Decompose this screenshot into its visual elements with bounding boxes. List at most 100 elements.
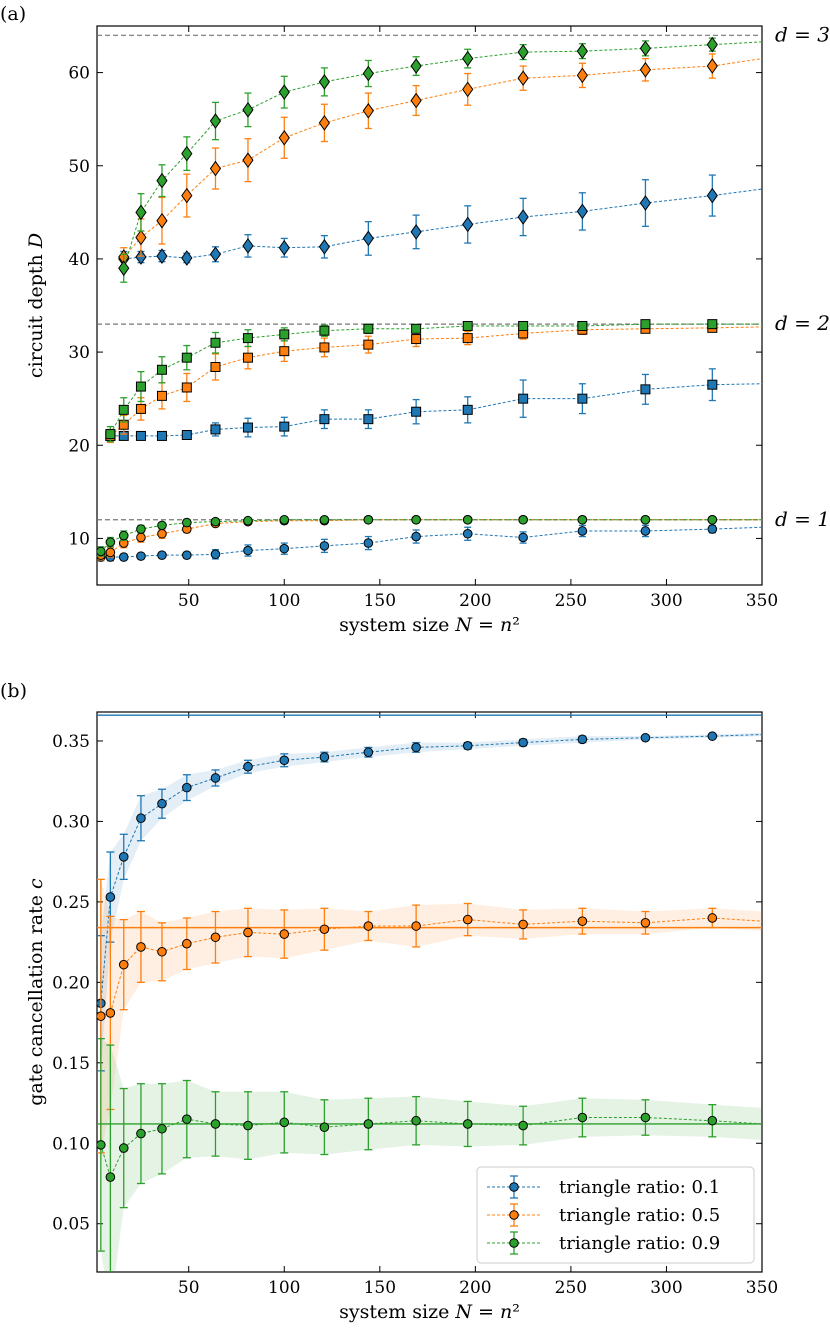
data-point [707,514,718,525]
reference-label-d1: d = 1 [775,507,830,531]
data-point [518,919,528,930]
series-line [123,58,762,258]
data-point [640,319,651,330]
data-point [517,70,529,87]
panel-a-ytick-label: 50 [68,157,90,177]
data-point [319,414,330,425]
data-point [411,531,421,542]
data-point [363,1119,374,1129]
data-point [135,403,146,414]
data-point [410,224,422,240]
data-point [210,424,221,435]
data-point [363,323,374,334]
data-point [363,538,374,548]
data-point [462,914,473,925]
data-point [118,852,129,862]
data-point [279,929,290,939]
data-point [182,938,192,949]
data-point [318,238,331,255]
data-point [278,84,290,101]
data-point [157,1123,167,1134]
data-point [135,430,146,441]
series-line [110,326,762,437]
legend-marker [509,1210,519,1220]
data-point [518,532,528,543]
panel-a-ytick-label: 60 [68,64,90,84]
series-line [100,519,762,552]
data-point [640,526,651,536]
panel-a-ytick-label: 10 [68,529,90,549]
data-point [411,406,422,417]
data-point [182,517,192,528]
data-point [411,1115,421,1126]
data-point [210,773,221,783]
legend-marker [509,1238,519,1248]
panel-a-axes-frame [96,25,763,586]
data-point [118,404,129,415]
data-point [210,361,221,372]
data-point [97,546,106,557]
data-point [209,160,222,177]
data-point [362,230,374,247]
panel-b-xtick-label: 300 [650,1278,682,1298]
data-point [210,337,221,348]
data-point [118,959,129,970]
data-point [319,342,330,353]
series-line [100,734,762,1004]
data-point [518,1120,528,1131]
series-line [100,519,762,556]
series-line [109,323,762,435]
data-point [97,1011,106,1021]
data-point [640,384,651,395]
panel-a-xtick-label: 250 [555,591,587,611]
data-point [156,390,167,401]
data-point [462,404,473,415]
data-point [135,204,147,221]
data-point [136,524,146,534]
data-point [363,414,374,425]
panel-b-xtick-label: 100 [268,1278,300,1298]
data-point [210,932,221,943]
panel-b-gate-cancellation: 50 100 150 200 250 300 350 0.05 0.10 0.15 0.20 0.25… [25,711,778,1323]
data-point [182,782,192,793]
data-point [640,514,651,525]
panel-b-ytick-label: 0.15 [52,1054,90,1074]
data-point [210,516,221,527]
data-point [577,320,588,331]
data-point [181,430,192,441]
data-point [157,946,167,957]
data-point [242,152,254,169]
data-point [707,1115,718,1126]
data-point [518,514,528,525]
reference-label-d3: d = 3 [775,22,830,46]
data-point [105,1172,116,1182]
data-point [157,550,167,560]
data-point [157,520,167,531]
data-point [318,74,331,90]
data-point [279,346,290,357]
panel-b-xtick-label: 350 [746,1278,778,1298]
data-point [363,921,374,931]
data-point [363,747,374,758]
confidence-band [100,879,762,1153]
data-point [135,229,147,246]
data-point [462,528,473,539]
data-point [118,530,129,541]
panel-b-ytick-label: 0.25 [52,893,90,913]
data-point [517,44,529,60]
data-point [181,187,193,204]
data-point [640,1112,651,1123]
data-point [577,734,588,745]
panel-b-ytick-label: 0.35 [52,732,90,752]
data-point [319,752,330,762]
data-point [576,43,588,60]
data-point [279,514,290,525]
data-point [318,115,331,131]
data-point [462,81,474,98]
data-point [462,320,473,331]
data-point [411,514,421,525]
data-point [363,514,374,525]
data-point [242,422,253,433]
legend-label: triangle ratio: 0.5 [559,1205,720,1226]
data-point [640,918,651,928]
